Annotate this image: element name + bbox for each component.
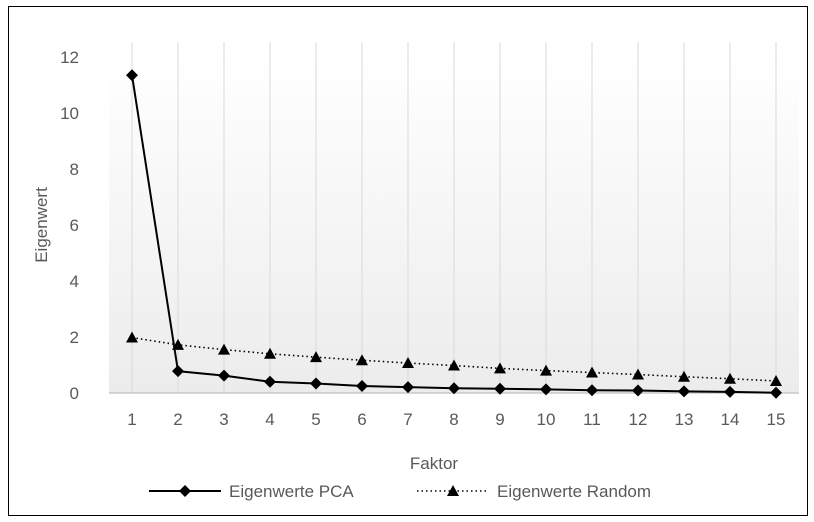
data-point-pca-15 [770,386,782,399]
data-point-pca-14 [724,385,736,398]
x-tick-label-7: 7 [403,410,412,429]
data-point-random-5 [310,351,322,363]
y-tick-label-8: 8 [70,160,79,179]
data-point-random-10 [540,364,552,376]
data-point-random-14 [724,372,736,384]
data-point-random-13 [678,370,690,382]
series-line-random [131,336,777,382]
data-point-random-1 [126,331,138,343]
legend-label-random: Eigenwerte Random [497,482,651,501]
data-point-random-2 [172,338,184,350]
y-tick-label-0: 0 [70,384,79,403]
grid-lines [131,42,777,393]
data-point-pca-1 [126,69,138,82]
y-tick-label-4: 4 [70,272,79,291]
x-tick-label-11: 11 [583,410,601,429]
data-point-random-6 [356,354,368,366]
x-tick-label-14: 14 [721,410,740,429]
x-tick-label-2: 2 [173,410,182,429]
data-point-pca-12 [632,384,644,397]
x-tick-label-4: 4 [265,410,274,429]
data-point-random-15 [770,374,782,386]
legend-label-pca: Eigenwerte PCA [229,482,354,501]
x-tick-label-9: 9 [495,410,504,429]
data-point-pca-11 [586,384,598,397]
data-point-pca-13 [678,385,690,398]
y-axis-title: Eigenwert [32,187,51,263]
x-tick-label-13: 13 [675,410,694,429]
y-tick-label-12: 12 [60,48,79,67]
data-point-random-8 [448,359,460,371]
chart-frame: 1 2 3 4 5 6 7 8 9 10 11 12 13 14 15 0 2 4 6 8 10 12 Faktor Ei… [8,6,808,516]
data-point-pca-5 [310,377,322,390]
data-point-random-12 [632,368,644,380]
data-point-pca-10 [540,383,552,396]
x-tick-label-8: 8 [449,410,458,429]
y-tick-label-2: 2 [70,328,79,347]
data-point-random-9 [494,362,506,374]
legend-marker-pca [179,485,191,497]
x-tick-label-12: 12 [629,410,648,429]
data-point-pca-9 [494,382,506,395]
legend: Eigenwerte PCA Eigenwerte Random [149,482,651,501]
data-point-pca-2 [172,365,184,378]
data-point-random-3 [218,343,230,355]
x-tick-label-15: 15 [767,410,786,429]
series-group [126,69,782,399]
data-point-pca-6 [356,380,368,392]
legend-marker-random [447,485,459,496]
x-tick-label-3: 3 [219,410,228,429]
data-point-random-4 [264,347,276,359]
data-point-pca-3 [218,369,230,382]
x-tick-label-1: 1 [127,410,136,429]
y-tick-label-6: 6 [70,216,79,235]
data-point-random-7 [402,357,414,369]
x-axis-title: Faktor [410,454,459,473]
data-point-pca-4 [264,375,276,388]
data-point-pca-8 [448,382,460,395]
x-tick-label-10: 10 [537,410,556,429]
x-tick-label-6: 6 [357,410,366,429]
data-point-random-11 [586,366,598,378]
y-tick-label-10: 10 [60,104,79,123]
x-tick-label-5: 5 [311,410,320,429]
data-point-pca-7 [402,381,414,394]
